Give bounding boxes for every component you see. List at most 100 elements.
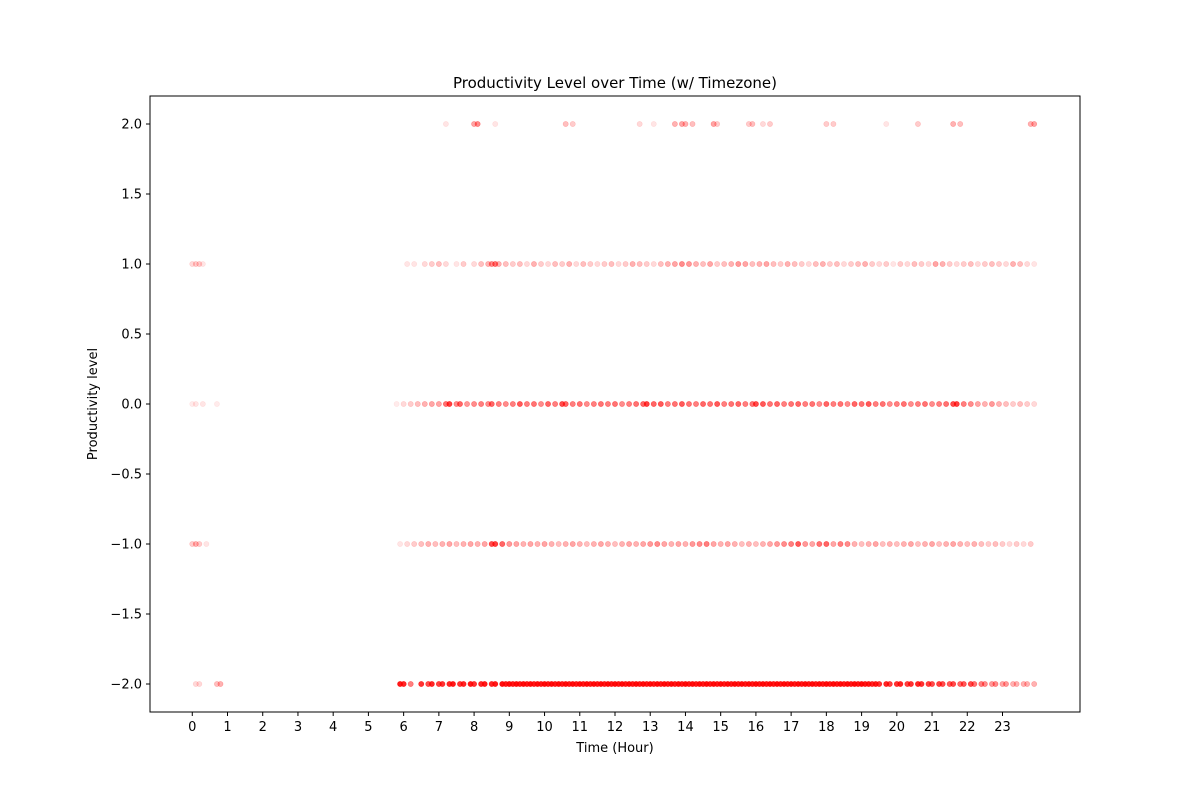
scatter-point (710, 121, 717, 127)
scatter-point (562, 541, 569, 547)
scatter-point (700, 401, 706, 407)
scatter-point (745, 541, 752, 547)
scatter-point (573, 261, 580, 267)
scatter-point (1020, 681, 1027, 687)
scatter-point (1010, 401, 1016, 407)
scatter-point (598, 541, 604, 547)
scatter-point (749, 121, 756, 127)
scatter-point (953, 401, 960, 407)
scatter-point (199, 261, 206, 267)
scatter-point (668, 541, 675, 547)
scatter-point (826, 261, 833, 267)
x-tick-label: 10 (536, 720, 553, 735)
scatter-point (428, 401, 435, 407)
scatter-point (879, 541, 886, 547)
scatter-point (767, 121, 773, 127)
scatter-point (978, 681, 985, 687)
scatter-point (664, 401, 671, 407)
y-tick-label: −1.0 (110, 538, 142, 553)
scatter-point (774, 401, 780, 407)
scatter-point (189, 401, 196, 407)
scatter-point (1003, 681, 1009, 687)
scatter-point (418, 681, 425, 687)
scatter-point (819, 261, 826, 267)
scatter-point (492, 681, 499, 687)
scatter-point (524, 401, 530, 407)
scatter-point (728, 401, 735, 407)
scatter-point (443, 121, 449, 127)
scatter-point (939, 261, 946, 267)
scatter-point (682, 121, 689, 127)
scatter-point (992, 541, 999, 547)
scatter-point (900, 401, 907, 407)
scatter-point (513, 541, 520, 547)
scatter-point (841, 261, 847, 267)
scatter-point (791, 261, 798, 267)
scatter-point (453, 261, 460, 267)
scatter-point (760, 121, 766, 127)
x-axis: 0 1 2 3 4 5 6 7 8 9 10 11 12 13 14 15 16 17 18 19 20 21 22 23 (188, 712, 1011, 735)
scatter-point (612, 401, 618, 407)
scatter-point (622, 261, 629, 267)
scatter-point (967, 401, 974, 407)
scatter-point (464, 401, 470, 407)
scatter-point (999, 681, 1006, 687)
x-tick-label: 17 (783, 720, 800, 735)
scatter-point (1020, 541, 1027, 547)
scatter-point (598, 401, 604, 407)
scatter-point (795, 541, 802, 547)
scatter-point (478, 401, 485, 407)
scatter-point (883, 121, 890, 127)
scatter-point (612, 541, 618, 547)
scatter-point (981, 681, 988, 687)
scatter-point (823, 401, 830, 407)
scatter-point (559, 261, 566, 267)
scatter-point (474, 121, 481, 127)
scatter-point (742, 401, 749, 407)
scatter-point (700, 261, 706, 267)
scatter-point (918, 681, 925, 687)
scatter-point (760, 401, 766, 407)
scatter-point (1031, 261, 1038, 267)
scatter-point (897, 261, 904, 267)
scatter-point (432, 541, 439, 547)
scatter-point (974, 261, 981, 267)
scatter-point (199, 401, 206, 407)
scatter-point (192, 541, 199, 547)
scatter-point (893, 541, 900, 547)
scatter-point (735, 261, 742, 267)
scatter-point (428, 681, 435, 687)
scatter-point (192, 681, 199, 687)
scatter-point (439, 541, 446, 547)
scatter-point (823, 121, 830, 127)
scatter-point (421, 401, 428, 407)
scatter-point (643, 401, 650, 407)
scatter-point (601, 261, 608, 267)
y-tick-label: −0.5 (110, 468, 142, 483)
scatter-point (788, 541, 795, 547)
scatter-point (485, 261, 492, 267)
scatter-point (481, 541, 488, 547)
scatter-point (467, 541, 474, 547)
scatter-point (753, 401, 759, 407)
scatter-point (633, 401, 640, 407)
scatter-point (580, 261, 587, 267)
scatter-point (689, 541, 696, 547)
scatter-point (569, 401, 576, 407)
scatter-point (788, 401, 795, 407)
scatter-point (865, 401, 872, 407)
scatter-point (661, 541, 668, 547)
scatter-point (214, 401, 220, 407)
scatter-point (943, 401, 950, 407)
scatter-point (583, 541, 590, 547)
x-axis-label: Time (Hour) (575, 741, 653, 756)
scatter-point (721, 401, 728, 407)
scatter-point (950, 541, 957, 547)
scatter-point (872, 541, 879, 547)
scatter-point (682, 541, 689, 547)
x-tick-label: 18 (818, 720, 835, 735)
scatter-point (696, 541, 703, 547)
scatter-point (520, 541, 527, 547)
x-tick-label: 21 (924, 720, 941, 735)
scatter-point (418, 541, 425, 547)
